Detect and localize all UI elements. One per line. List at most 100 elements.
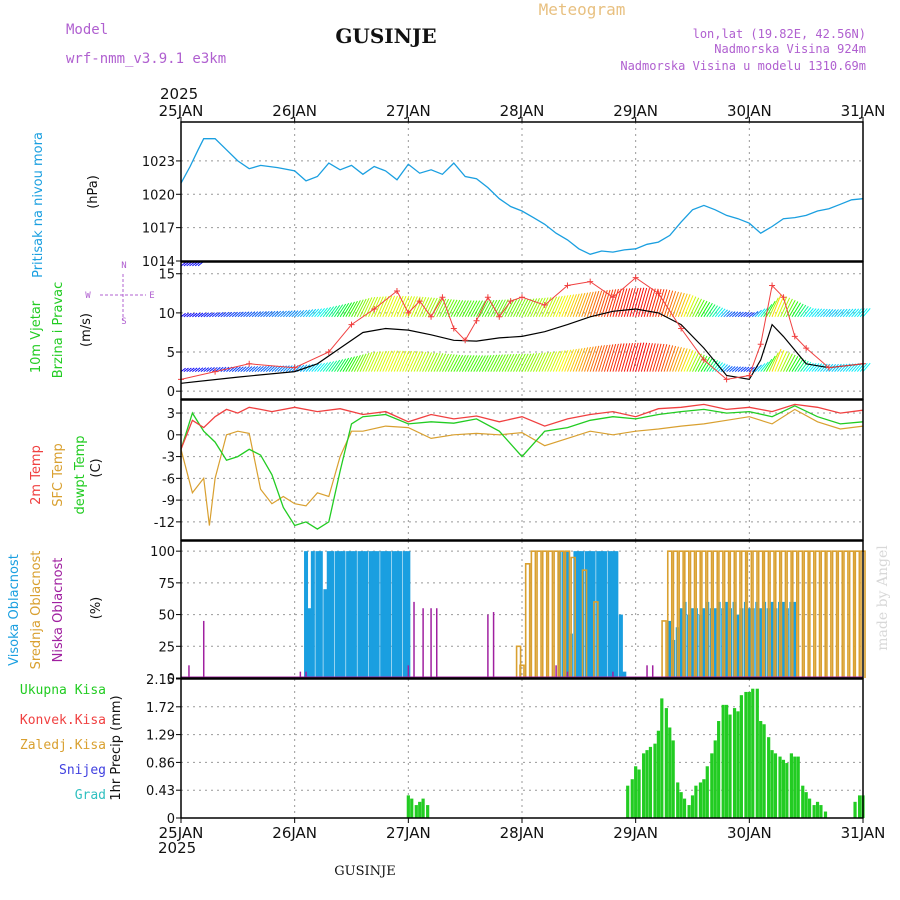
precip-bar <box>728 714 732 818</box>
wind-barb <box>203 312 210 318</box>
high-cloud-bar <box>758 608 763 678</box>
wind-barb <box>481 300 492 318</box>
precip-bar <box>751 688 755 818</box>
wind-barb <box>697 300 708 318</box>
wind-barb <box>433 298 444 318</box>
wind-barb <box>387 295 398 317</box>
wind-gust-mark <box>393 287 400 294</box>
mid-cloud-bar <box>515 645 522 678</box>
wind-gust-mark <box>496 313 503 320</box>
wind-barb <box>328 360 338 372</box>
wind-barb <box>456 300 466 318</box>
wind-barb <box>518 353 529 372</box>
wind-barb <box>620 288 631 317</box>
wind-barb <box>280 310 287 318</box>
wind-barb <box>447 299 458 318</box>
wind-barb <box>677 293 688 317</box>
high-cloud-bar <box>360 551 365 678</box>
high-cloud-bar <box>368 551 373 678</box>
high-cloud-bar <box>364 551 369 678</box>
temp2m-line <box>180 403 864 450</box>
wind-barb <box>467 355 478 372</box>
wind-barb <box>862 362 871 372</box>
wind-barb <box>535 297 546 318</box>
label-layer: Pritisak na nivou mora (hPa) 10m Vjetar Brz… <box>7 132 155 803</box>
wind-barb <box>765 300 776 318</box>
wind-barb <box>780 352 791 372</box>
precip-bar <box>702 779 706 818</box>
wind-barb <box>211 312 218 318</box>
wind-barb <box>246 311 253 318</box>
mid-cloud-bar <box>746 550 753 678</box>
wind-barb <box>811 363 820 372</box>
y-tick-label: 2.15 <box>146 673 175 688</box>
high-cloud-bar <box>304 551 309 678</box>
wind-barb <box>535 352 546 372</box>
wind-barb <box>802 361 812 372</box>
low-cloud-bar <box>188 665 190 678</box>
high-cloud-bar <box>338 551 343 678</box>
wind-barb <box>640 342 651 372</box>
mid-cloud-label: Srednja Oblacnost <box>29 551 44 670</box>
wind-barb <box>831 309 839 318</box>
wind-barb <box>186 312 192 318</box>
wind-barb <box>569 348 580 372</box>
wind-barb <box>461 355 472 372</box>
wind-barb <box>737 311 744 318</box>
y-tick-label: 0 <box>167 385 175 400</box>
high-cloud-bar <box>622 671 627 678</box>
wind-barb <box>263 365 270 372</box>
wind-barb <box>723 310 731 318</box>
wind-barb <box>481 354 492 372</box>
wind-barb <box>382 350 393 372</box>
wind-barb <box>592 345 603 372</box>
high-cloud-bar <box>394 551 399 678</box>
wind-barb <box>549 296 560 318</box>
wind-barb <box>561 349 572 372</box>
wind-barb <box>478 300 489 318</box>
wind-barb <box>379 296 390 318</box>
y-tick-label: 75 <box>158 577 175 592</box>
mid-cloud-bar <box>678 550 684 678</box>
wind-barb <box>530 352 541 372</box>
wind-unit: (m/s) <box>79 313 94 347</box>
wind-barb <box>410 296 421 318</box>
wind-barb <box>353 299 364 318</box>
wind-barb <box>370 351 381 372</box>
wind-gust-mark <box>655 290 662 297</box>
wind-gust-mark <box>416 298 423 305</box>
wind-barb <box>643 343 653 372</box>
wind-barb <box>453 300 464 318</box>
high-cloud-bar <box>599 551 604 678</box>
wind-barb <box>828 363 837 372</box>
precip-bar <box>853 801 857 818</box>
wind-barb <box>376 296 387 318</box>
wind-barb <box>413 351 424 372</box>
y-tick-label: 1.29 <box>146 729 175 744</box>
temperature-frame <box>180 399 864 541</box>
wind-barb <box>532 352 543 372</box>
wind-barb <box>629 342 639 372</box>
wind-barb <box>390 295 401 317</box>
precip-bar <box>857 795 862 818</box>
wind-barb <box>317 362 325 372</box>
wind-barb <box>294 365 302 372</box>
wind-barb <box>317 308 325 318</box>
wind-barb <box>396 295 407 318</box>
wind-barb <box>308 308 317 318</box>
wind-barb <box>402 350 413 372</box>
wind-barb <box>572 293 583 317</box>
precip-bar <box>732 708 737 818</box>
wind-barb <box>487 354 498 372</box>
wind-barb <box>663 345 674 372</box>
mid-cloud-bar <box>837 550 844 678</box>
wind-barb <box>209 312 215 318</box>
sfc-temp-label: SFC Temp <box>51 443 66 507</box>
precip-bar <box>747 691 751 818</box>
high-cloud-bar <box>380 551 385 678</box>
precip-bar <box>807 798 812 818</box>
precip-bar <box>660 698 664 818</box>
precip-bar <box>710 753 714 818</box>
high-cloud-bar <box>357 551 362 678</box>
